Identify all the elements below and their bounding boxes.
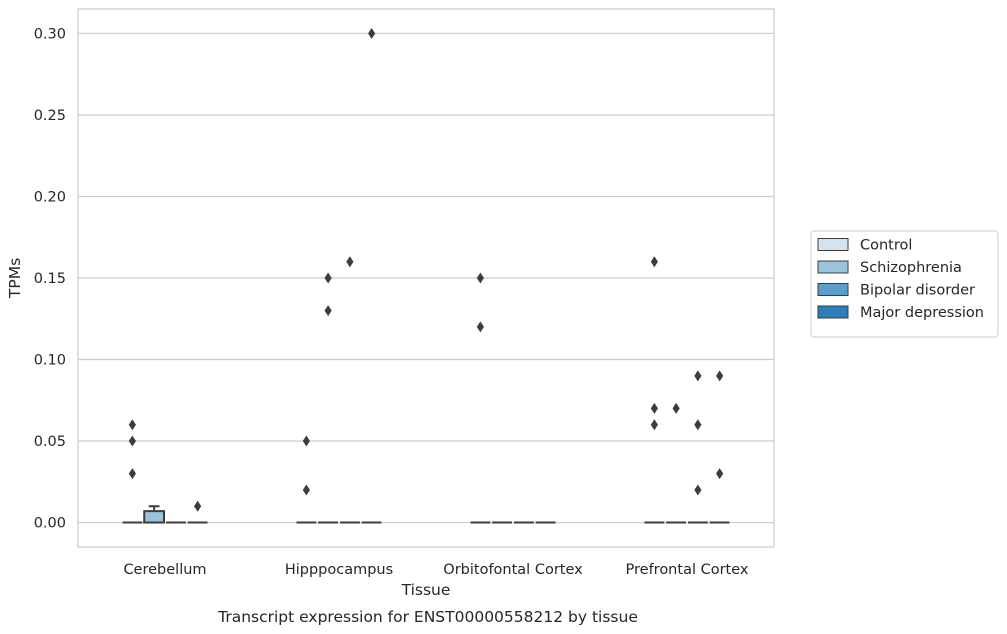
boxes — [122, 505, 730, 524]
plot-frame — [77, 8, 775, 548]
legend-label: Bipolar disorder — [860, 283, 975, 299]
x-tick-label: Prefrontal Cortex — [626, 562, 749, 578]
outlier-point — [650, 402, 658, 414]
outlier-point — [302, 435, 310, 447]
legend-frame — [810, 230, 999, 338]
outlier-point — [302, 484, 310, 496]
outlier-point — [694, 370, 702, 382]
legend-label: Control — [860, 238, 912, 254]
outlier-point — [476, 272, 484, 284]
legend-label: Schizophrenia — [860, 260, 962, 276]
legend-swatch — [817, 260, 849, 274]
box — [143, 505, 165, 524]
grid-lines — [78, 32, 774, 524]
outlier-point — [324, 305, 332, 317]
legend-label: Major depression — [860, 305, 984, 321]
y-tick-labels: 0.00 0.05 0.10 0.15 0.20 0.25 0.30 — [34, 26, 66, 531]
y-axis-label: TPMs — [6, 258, 24, 299]
y-tick-label: 0.20 — [34, 189, 66, 205]
legend-item: Control — [817, 238, 912, 254]
y-tick-label: 0.25 — [34, 108, 66, 124]
outlier-point — [368, 27, 376, 39]
outlier-point — [128, 468, 136, 480]
x-tick-labels: Cerebellum Hipppocampus Orbitofontal Corte… — [123, 562, 748, 578]
outlier-point — [128, 435, 136, 447]
outliers — [128, 27, 724, 512]
legend-item: Schizophrenia — [817, 260, 962, 276]
y-tick-label: 0.30 — [34, 26, 66, 42]
outlier-point — [346, 256, 354, 268]
legend-swatch — [817, 305, 849, 319]
outlier-point — [128, 419, 136, 431]
outlier-point — [716, 468, 724, 480]
outlier-point — [194, 500, 202, 512]
legend: Control Schizophrenia Bipolar disorder Majo… — [810, 230, 999, 338]
x-tick-label: Orbitofontal Cortex — [443, 562, 583, 578]
outlier-point — [650, 419, 658, 431]
outlier-point — [716, 370, 724, 382]
outlier-point — [694, 484, 702, 496]
outlier-point — [672, 402, 680, 414]
outlier-point — [476, 321, 484, 333]
legend-swatch — [817, 238, 849, 251]
box-body — [143, 510, 165, 524]
legend-item: Major depression — [817, 305, 984, 321]
y-tick-label: 0.00 — [34, 516, 66, 532]
outlier-point — [650, 256, 658, 268]
chart-title: Transcript expression for ENST0000055821… — [217, 608, 638, 626]
y-tick-label: 0.10 — [34, 353, 66, 369]
legend-item: Bipolar disorder — [817, 283, 975, 299]
y-tick-label: 0.15 — [34, 271, 66, 287]
y-tick-label: 0.05 — [34, 434, 66, 450]
outlier-point — [324, 272, 332, 284]
x-tick-label: Cerebellum — [123, 562, 206, 578]
x-axis-label: Tissue — [401, 581, 451, 599]
outlier-point — [694, 419, 702, 431]
legend-swatch — [817, 283, 849, 296]
x-tick-label: Hipppocampus — [285, 562, 393, 578]
